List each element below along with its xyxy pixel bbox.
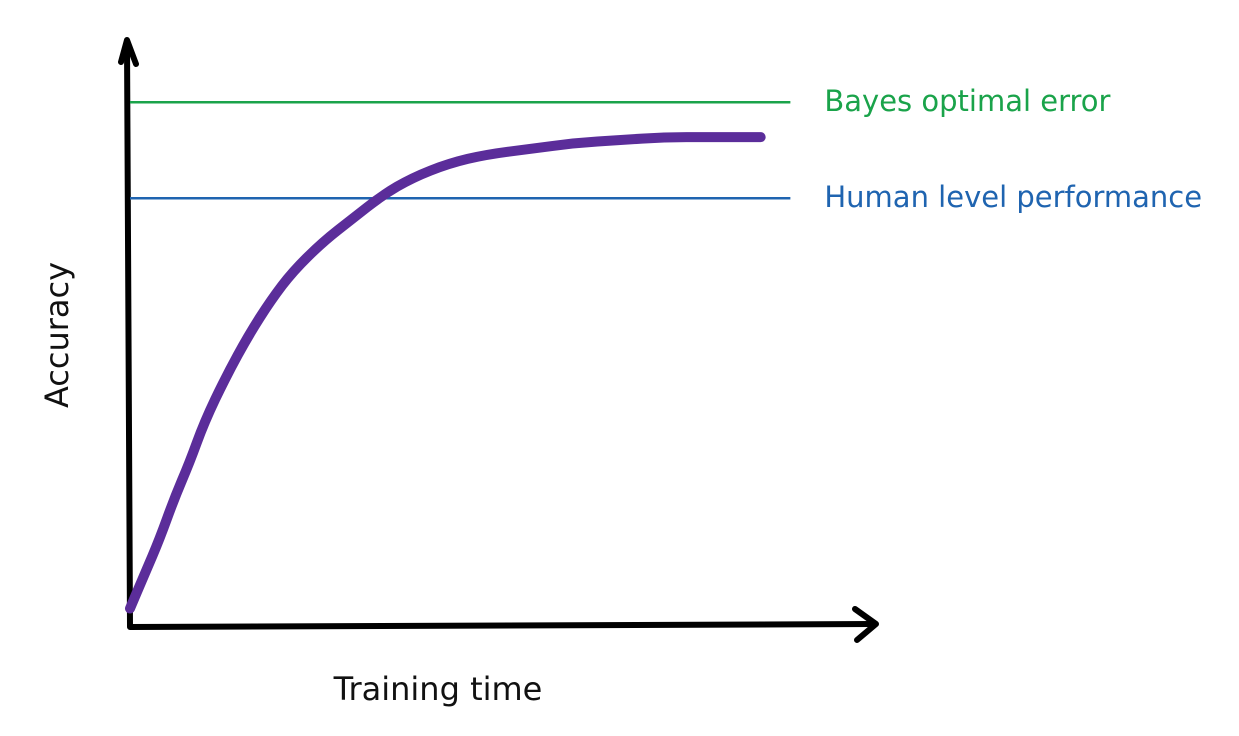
reference-lines: Bayes optimal error Human level performan… <box>130 84 1202 214</box>
y-axis-arrowhead <box>118 37 139 67</box>
x-axis-label: Training time <box>333 670 543 708</box>
axes <box>118 37 879 643</box>
reference-line-label: Human level performance <box>824 180 1202 214</box>
y-axis-label: Accuracy <box>38 262 76 408</box>
reference-line-label: Bayes optimal error <box>824 84 1110 118</box>
x-axis-line <box>127 621 875 630</box>
x-axis-arrowhead <box>852 606 879 643</box>
y-axis-line <box>124 41 133 629</box>
series-line <box>125 132 766 614</box>
series-group <box>125 132 766 614</box>
